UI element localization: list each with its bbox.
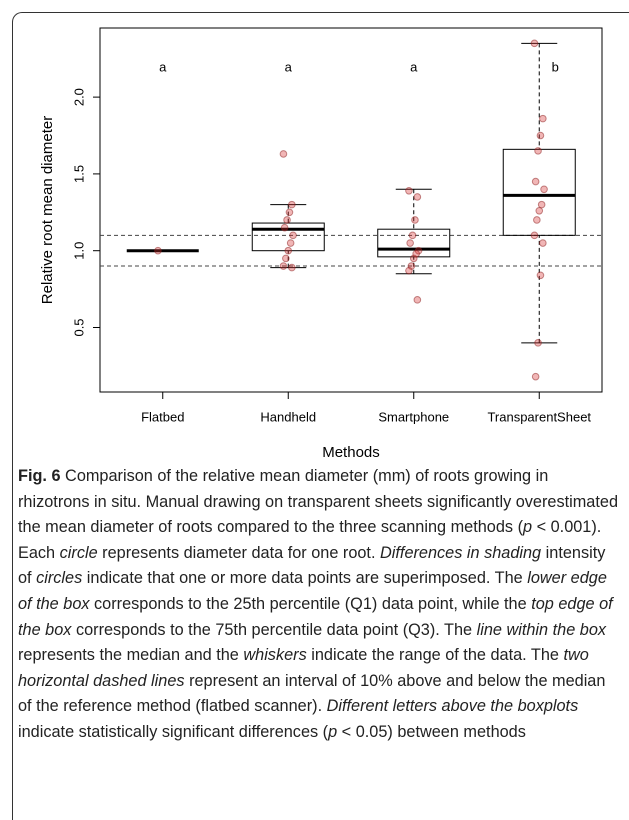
- data-point: [413, 296, 422, 304]
- data-point: [280, 223, 289, 232]
- data-point: [536, 131, 545, 140]
- caption-text: lower edge of the box: [18, 569, 607, 613]
- caption-text: Differences in shading: [380, 543, 542, 562]
- x-tick-label: Flatbed: [141, 409, 184, 424]
- figure-frame: [12, 12, 629, 820]
- significance-letter: b: [552, 59, 559, 74]
- data-point: [533, 216, 541, 224]
- caption-text: Comparison of the relative mean diameter…: [18, 467, 618, 537]
- data-point: [413, 193, 422, 201]
- data-point: [288, 200, 296, 209]
- data-point: [540, 185, 548, 194]
- significance-letter: a: [159, 59, 167, 74]
- data-point: [539, 239, 547, 247]
- box: [502, 148, 576, 236]
- caption-text: top edge of the box: [18, 594, 613, 639]
- caption-text: corresponds to the 25th percentile (Q1) …: [89, 594, 532, 613]
- caption-text: indicate the range of the data. The: [306, 646, 564, 665]
- caption-text: two horizontal dashed lines: [18, 646, 589, 690]
- y-tick-label: 1.5: [71, 165, 86, 183]
- data-point: [283, 216, 291, 224]
- x-tick-label: Smartphone: [378, 409, 449, 424]
- data-point: [534, 147, 542, 155]
- data-point: [411, 216, 419, 224]
- caption-text: corresponds to the 75th percentile data …: [71, 620, 477, 639]
- data-point: [289, 231, 297, 240]
- data-point: [409, 254, 418, 263]
- caption-label: Fig. 6: [18, 467, 61, 485]
- data-point: [288, 263, 296, 272]
- caption-text: circles: [36, 569, 83, 588]
- caption-text: line within the box: [476, 620, 607, 639]
- caption-text: p: [328, 722, 338, 741]
- caption-text: intensity of: [18, 543, 606, 588]
- data-point: [154, 246, 162, 255]
- data-point: [406, 239, 414, 247]
- caption-text: < 0.05) between methods: [337, 722, 526, 741]
- data-point: [535, 206, 544, 215]
- data-point: [405, 266, 413, 275]
- data-point: [279, 262, 288, 270]
- significance-letter: a: [285, 59, 293, 74]
- y-axis-label: Relative root mean diameter: [39, 116, 56, 304]
- caption-text: represents the median and the: [18, 646, 244, 665]
- data-point: [279, 150, 288, 158]
- data-point: [534, 339, 542, 347]
- y-tick-label: 0.5: [71, 318, 86, 336]
- box: [377, 228, 451, 258]
- plot-frame: [99, 27, 603, 393]
- x-axis-label: Methods: [322, 444, 380, 461]
- caption-text: indicate that one or more data points ar…: [82, 569, 528, 588]
- x-tick-label: Handheld: [260, 409, 316, 424]
- caption-text: Different letters above the boxplots: [326, 697, 579, 716]
- data-point: [530, 231, 539, 240]
- significance-letter: a: [410, 59, 418, 74]
- caption: Fig. 6 Comparison of the relative mean d…: [18, 464, 618, 746]
- caption-text: represent an interval of 10% above and b…: [18, 671, 606, 716]
- caption-text: < 0.001). Each: [18, 518, 602, 562]
- y-tick-label: 1.0: [71, 242, 86, 260]
- caption-text: indicate statistically significant diffe…: [18, 722, 329, 741]
- x-tick-label: TransparentSheet: [487, 409, 591, 424]
- caption-text: p: [523, 518, 533, 537]
- caption-text: circle: [59, 543, 98, 562]
- data-point: [531, 372, 540, 381]
- data-point: [537, 200, 546, 209]
- data-point: [536, 271, 545, 280]
- data-point: [285, 208, 294, 217]
- data-point: [284, 246, 293, 255]
- y-tick-label: 2.0: [71, 88, 86, 106]
- data-point: [405, 187, 413, 195]
- data-point: [408, 231, 417, 240]
- data-point: [531, 177, 540, 186]
- data-point: [286, 239, 295, 247]
- caption-text: represents diameter data for one root.: [97, 543, 381, 562]
- data-point: [530, 39, 539, 48]
- data-point: [282, 254, 290, 263]
- caption-text: whiskers: [243, 646, 307, 665]
- data-point: [539, 114, 547, 123]
- chart: Relative root mean diameter Methods 0.5 1…: [39, 27, 603, 461]
